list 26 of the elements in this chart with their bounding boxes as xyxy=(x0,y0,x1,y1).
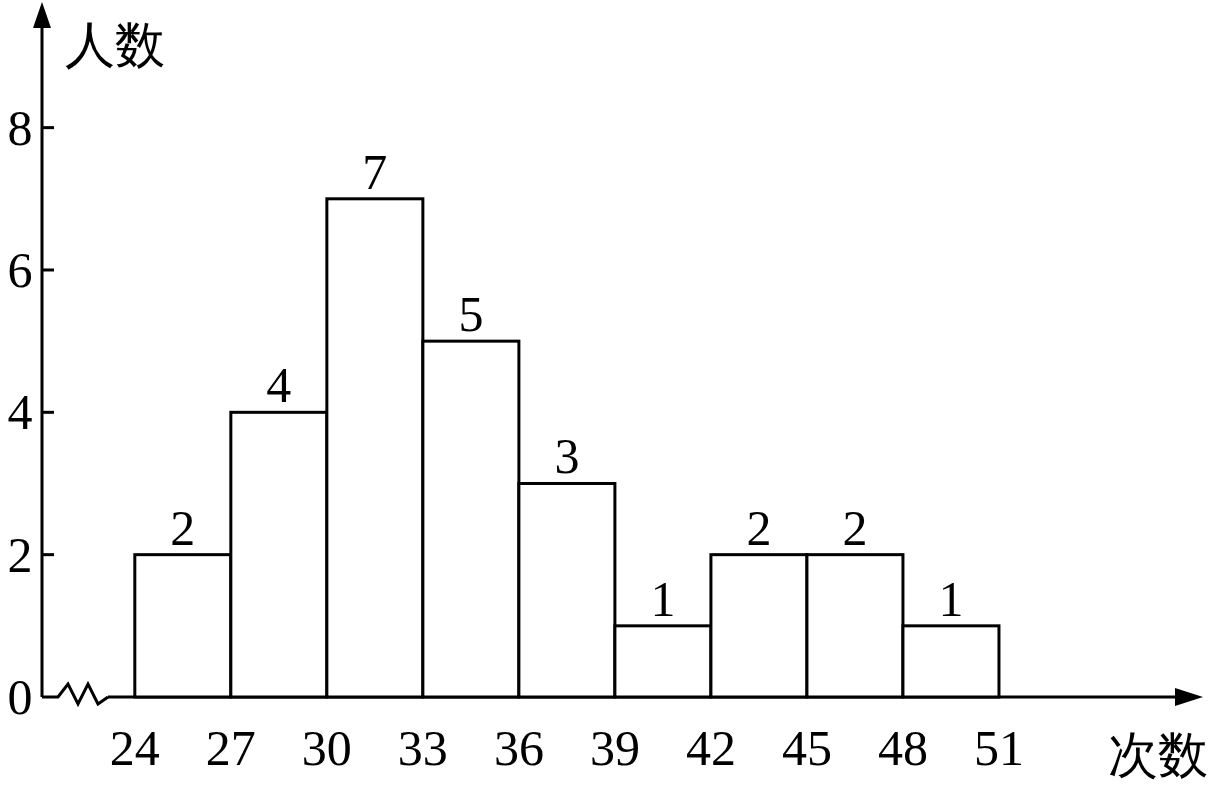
x-tick-label: 24 xyxy=(109,720,160,776)
y-tick-label: 8 xyxy=(7,99,33,156)
x-tick-label: 36 xyxy=(493,720,544,776)
y-tick-label: 2 xyxy=(7,526,33,583)
x-tick-label: 30 xyxy=(301,720,352,776)
x-tick-label: 39 xyxy=(589,720,640,776)
x-axis-title: 次数 xyxy=(1108,727,1208,783)
y-tick-label: 0 xyxy=(7,669,33,725)
y-tick-label: 6 xyxy=(7,241,33,298)
x-tick-label: 45 xyxy=(781,720,832,776)
data-label: 1 xyxy=(650,570,676,627)
y-axis-title: 人数 xyxy=(65,17,165,73)
data-label: 2 xyxy=(170,499,196,556)
data-label: 2 xyxy=(746,499,772,556)
y-tick-label: 4 xyxy=(7,384,33,441)
data-label: 3 xyxy=(554,428,580,485)
x-tick-label: 27 xyxy=(205,720,256,776)
x-tick-label: 33 xyxy=(397,720,448,776)
x-tick-label: 51 xyxy=(973,720,1024,776)
data-label: 7 xyxy=(362,143,388,200)
x-tick-label: 48 xyxy=(877,720,928,776)
x-tick-label: 42 xyxy=(685,720,736,776)
data-label: 2 xyxy=(842,499,868,556)
data-label: 4 xyxy=(266,357,292,414)
data-label: 1 xyxy=(938,570,964,627)
data-label: 5 xyxy=(458,286,484,343)
